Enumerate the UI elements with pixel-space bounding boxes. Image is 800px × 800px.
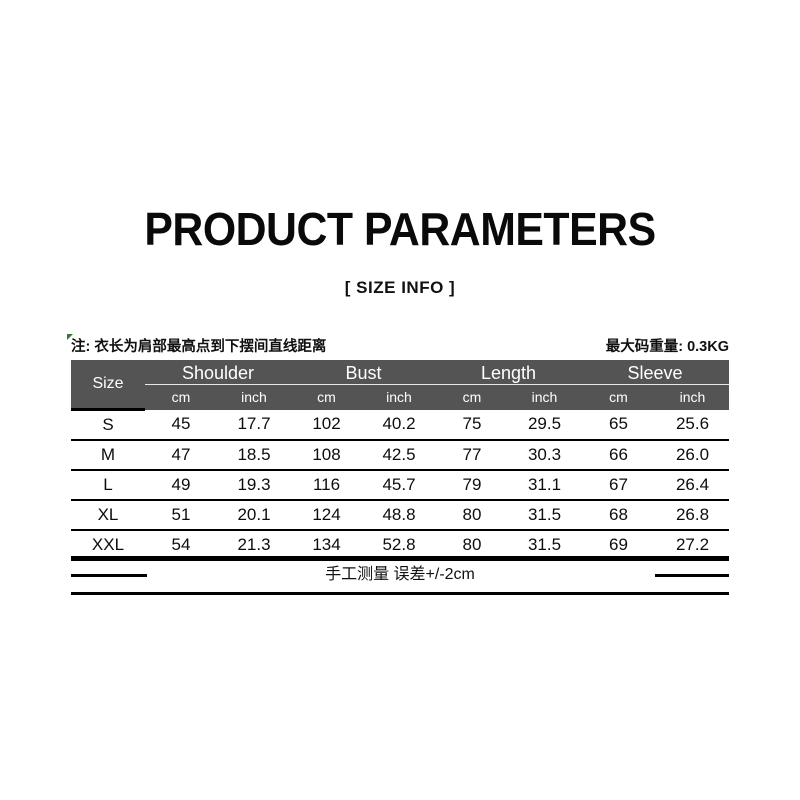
page-title: PRODUCT PARAMETERS — [144, 203, 656, 255]
cell-shoulder-cm: 54 — [145, 530, 217, 561]
cell-sleeve-cm: 68 — [581, 500, 656, 531]
cell-sleeve-cm: 65 — [581, 409, 656, 441]
cell-length-inch: 29.5 — [508, 409, 581, 441]
cell-length-cm: 79 — [436, 470, 508, 501]
table-row: M 47 18.5 108 42.5 77 30.3 66 26.0 — [71, 440, 730, 471]
cell-sleeve-cm: 66 — [581, 440, 656, 471]
corner-marker-icon — [67, 334, 73, 340]
header-unit-sleeve-inch: inch — [656, 384, 730, 410]
cell-size: XXL — [71, 530, 145, 561]
note-weight-text: 最大码重量: 0.3KG — [605, 339, 729, 355]
table-row: S 45 17.7 102 40.2 75 29.5 65 25.6 — [71, 409, 730, 441]
table-row: L 49 19.3 116 45.7 79 31.1 67 26.4 — [71, 470, 730, 501]
cell-sleeve-cm: 67 — [581, 470, 656, 501]
cell-size: S — [71, 409, 145, 441]
header-unit-shoulder-cm: cm — [145, 384, 217, 410]
header-size: Size — [71, 360, 145, 411]
cell-shoulder-cm: 45 — [145, 409, 217, 441]
header-unit-bust-inch: inch — [362, 384, 436, 410]
header-group-shoulder: Shoulder — [145, 360, 291, 386]
table-body: S 45 17.7 102 40.2 75 29.5 65 25.6 M 47 … — [71, 409, 730, 561]
note-measurement-text: 注: 衣长为肩部最高点到下摆间直线距离 — [71, 339, 327, 355]
cell-size: M — [71, 440, 145, 471]
cell-length-cm: 75 — [436, 409, 508, 441]
footer-rule-top — [71, 556, 729, 559]
footer-dash-right — [655, 574, 729, 577]
cell-length-inch: 31.5 — [508, 530, 581, 561]
header-group-row: Size Shoulder Bust Length Sleeve — [71, 360, 730, 411]
cell-size: L — [71, 470, 145, 501]
header-unit-length-inch: inch — [508, 384, 581, 410]
note-row: 注: 衣长为肩部最高点到下摆间直线距离 最大码重量: 0.3KG — [67, 334, 729, 358]
cell-sleeve-inch: 26.0 — [656, 440, 730, 471]
table-header: Size Shoulder Bust Length Sleeve cm inch… — [71, 360, 730, 411]
header-unit-length-cm: cm — [436, 384, 508, 410]
footer-rule-bottom — [71, 592, 729, 595]
header-group-length: Length — [436, 360, 581, 386]
table-row: XL 51 20.1 124 48.8 80 31.5 68 26.8 — [71, 500, 730, 531]
cell-bust-cm: 108 — [291, 440, 362, 471]
cell-shoulder-cm: 47 — [145, 440, 217, 471]
header-unit-sleeve-cm: cm — [581, 384, 656, 410]
cell-shoulder-inch: 17.7 — [217, 409, 291, 441]
cell-bust-inch: 48.8 — [362, 500, 436, 531]
cell-sleeve-inch: 27.2 — [656, 530, 730, 561]
cell-shoulder-cm: 51 — [145, 500, 217, 531]
header-group-sleeve: Sleeve — [581, 360, 730, 386]
cell-bust-cm: 116 — [291, 470, 362, 501]
cell-sleeve-cm: 69 — [581, 530, 656, 561]
header-unit-row: cm inch cm inch cm inch cm inch — [71, 384, 730, 410]
cell-shoulder-inch: 21.3 — [217, 530, 291, 561]
cell-shoulder-inch: 18.5 — [217, 440, 291, 471]
footer-dash-left — [71, 574, 147, 577]
cell-bust-cm: 134 — [291, 530, 362, 561]
header-unit-bust-cm: cm — [291, 384, 362, 410]
cell-shoulder-cm: 49 — [145, 470, 217, 501]
cell-sleeve-inch: 26.8 — [656, 500, 730, 531]
header-unit-shoulder-inch: inch — [217, 384, 291, 410]
cell-length-cm: 80 — [436, 530, 508, 561]
cell-length-cm: 80 — [436, 500, 508, 531]
page-subtitle: [ SIZE INFO ] — [344, 278, 456, 297]
footer-disclaimer: 手工测量 误差+/-2cm — [325, 566, 475, 583]
cell-bust-inch: 42.5 — [362, 440, 436, 471]
cell-length-inch: 30.3 — [508, 440, 581, 471]
cell-length-inch: 31.1 — [508, 470, 581, 501]
cell-length-cm: 77 — [436, 440, 508, 471]
cell-bust-cm: 102 — [291, 409, 362, 441]
table-row: XXL 54 21.3 134 52.8 80 31.5 69 27.2 — [71, 530, 730, 561]
cell-shoulder-inch: 19.3 — [217, 470, 291, 501]
footer-block: 手工测量 误差+/-2cm — [71, 556, 729, 604]
cell-bust-inch: 45.7 — [362, 470, 436, 501]
title-block: PRODUCT PARAMETERS — [0, 206, 800, 252]
cell-size: XL — [71, 500, 145, 531]
cell-sleeve-inch: 25.6 — [656, 409, 730, 441]
cell-sleeve-inch: 26.4 — [656, 470, 730, 501]
cell-bust-cm: 124 — [291, 500, 362, 531]
cell-bust-inch: 40.2 — [362, 409, 436, 441]
size-chart-table: Size Shoulder Bust Length Sleeve cm inch… — [71, 360, 730, 561]
cell-shoulder-inch: 20.1 — [217, 500, 291, 531]
cell-length-inch: 31.5 — [508, 500, 581, 531]
header-group-bust: Bust — [291, 360, 436, 386]
cell-bust-inch: 52.8 — [362, 530, 436, 561]
